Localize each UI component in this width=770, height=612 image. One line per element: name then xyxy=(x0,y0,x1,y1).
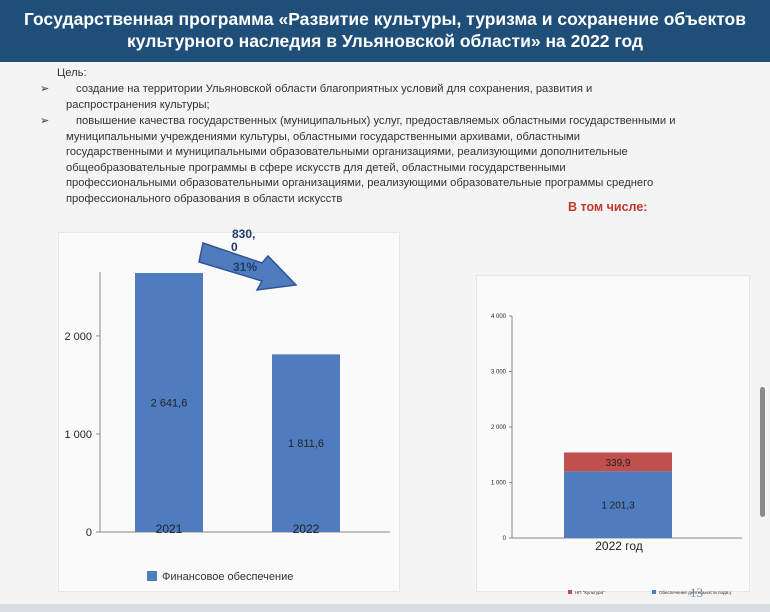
legend-label-culture: НП "Культура" xyxy=(575,590,605,595)
goal-label: Цель: xyxy=(57,67,87,79)
title-line-1: Государственная программа «Развитие куль… xyxy=(23,9,747,29)
bar-value-label: 2 641,6 xyxy=(151,398,188,410)
scrollbar-thumb[interactable] xyxy=(760,387,765,517)
bar-2022 xyxy=(272,354,340,532)
legend-label: Финансовое обеспечение xyxy=(162,571,293,583)
goal-item-2-line: профессионального образования в области … xyxy=(66,192,343,205)
bar-value-label: 1 811,6 xyxy=(288,438,324,450)
goal-item-2-line: государственными и муниципальными образо… xyxy=(66,146,628,159)
annotation-percent: 31% xyxy=(233,260,257,274)
slide-header: Государственная программа «Развитие куль… xyxy=(0,0,770,62)
bottom-strip xyxy=(0,604,770,612)
decrease-arrow-icon xyxy=(198,242,298,291)
segment-value-label: 1 201,3 xyxy=(601,501,635,512)
breakdown-chart-panel xyxy=(476,275,750,592)
goal-item-2-line: повышение качества государственных (муни… xyxy=(76,115,676,127)
page-number: 13 xyxy=(690,585,703,600)
legend-label-operations: Обеспечение деятельности подв.у xyxy=(659,590,732,595)
goal-item-2-line: общеобразовательные программы в сфере ис… xyxy=(66,161,566,174)
y-tick-label: 3 000 xyxy=(491,370,507,376)
y-tick-label: 1 000 xyxy=(491,481,507,487)
y-tick-label: 2 000 xyxy=(491,425,507,431)
bullet-arrow-icon: ➢ xyxy=(40,115,50,127)
title-line-2: культурного наследия в Ульяновской облас… xyxy=(126,31,644,51)
bullet-arrow-icon: ➢ xyxy=(40,83,50,95)
annotation-line-2: 0 xyxy=(231,240,238,254)
x-tick-label: 2022 xyxy=(293,522,320,536)
annotation-line-1: 830, xyxy=(232,227,255,241)
y-tick-label: 2 000 xyxy=(64,331,92,343)
y-tick-label: 0 xyxy=(503,536,507,542)
stack-segment xyxy=(564,452,672,472)
bar-2021 xyxy=(135,273,203,532)
stack-segment xyxy=(564,471,672,538)
goal-item-1: создание на территории Ульяновской облас… xyxy=(66,82,756,113)
goal-item-2-line: профессиональными образовательными орган… xyxy=(66,177,654,190)
goal-item-1-line: создание на территории Ульяновской облас… xyxy=(76,83,593,95)
goal-item-1-line: распространения культуры; xyxy=(66,98,210,111)
segment-value-label: 339,9 xyxy=(605,458,630,469)
legend-swatch-operations xyxy=(652,590,656,594)
including-label: В том числе: xyxy=(568,200,648,214)
goal-item-2-line: муниципальными учреждениями культуры, об… xyxy=(66,130,580,143)
x-tick-label: 2021 xyxy=(156,522,183,536)
x-tick-label: 2022 год xyxy=(595,539,643,553)
legend-swatch xyxy=(147,571,157,581)
y-tick-label: 1 000 xyxy=(64,429,92,441)
y-tick-label: 0 xyxy=(86,527,92,539)
goal-item-2: повышение качества государственных (муни… xyxy=(66,114,756,208)
y-tick-label: 4 000 xyxy=(491,314,507,320)
legend-swatch-culture xyxy=(568,590,572,594)
